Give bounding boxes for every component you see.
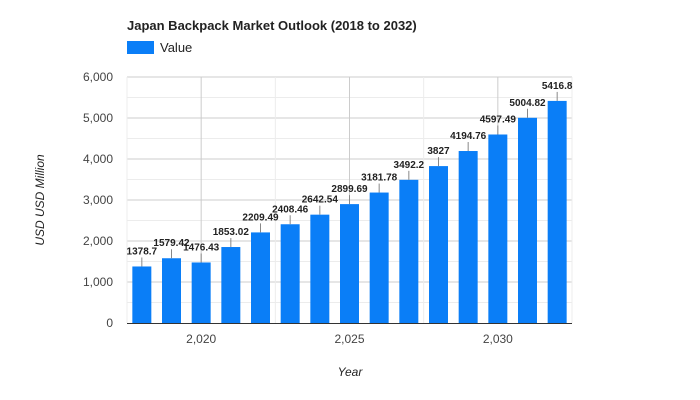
y-axis-ticks: 0 1,000 2,000 3,000 4,000 5,000 6,000 [83, 70, 113, 330]
data-label: 4597.49 [480, 115, 517, 126]
bar [191, 262, 211, 323]
data-label: 2209.49 [242, 212, 279, 223]
y-tick-label: 0 [106, 316, 113, 330]
bar [547, 100, 567, 324]
data-label: 5416.8 [542, 81, 573, 92]
bar [280, 224, 300, 323]
bar [458, 151, 478, 323]
data-label: 3827 [427, 146, 450, 157]
bar [132, 266, 152, 323]
bar [488, 134, 508, 323]
data-label: 2642.54 [302, 195, 339, 206]
bar [399, 179, 419, 323]
chart-title: Japan Backpack Market Outlook (2018 to 2… [127, 18, 417, 33]
bar [429, 166, 448, 323]
bar [251, 232, 270, 323]
data-label: 1378.7 [127, 246, 158, 257]
bar [518, 117, 537, 323]
bars [132, 100, 567, 324]
bar [221, 247, 241, 323]
data-label: 2899.69 [331, 184, 368, 195]
data-label: 5004.82 [509, 98, 546, 109]
data-label: 1476.43 [183, 242, 220, 253]
data-label: 2408.46 [272, 204, 309, 215]
x-tick-label: 2,025 [334, 332, 364, 346]
legend-swatch [127, 41, 154, 54]
x-axis-ticks: 2,020 2,025 2,030 [186, 332, 513, 346]
data-label: 1579.42 [153, 238, 190, 249]
legend: Value [127, 40, 192, 55]
x-tick-label: 2,020 [186, 332, 216, 346]
y-tick-label: 1,000 [83, 275, 113, 289]
x-axis-title: Year [338, 365, 364, 379]
data-label: 1853.02 [213, 227, 250, 238]
bar [310, 214, 330, 323]
x-tick-label: 2,030 [483, 332, 513, 346]
y-tick-label: 2,000 [83, 234, 113, 248]
y-tick-label: 3,000 [83, 193, 113, 207]
legend-label: Value [160, 40, 192, 55]
data-label: 3492.2 [394, 160, 425, 171]
y-axis-title: USD USD Million [33, 154, 47, 246]
bar [340, 204, 359, 323]
bar [162, 258, 181, 323]
y-tick-label: 4,000 [83, 152, 113, 166]
y-tick-label: 6,000 [83, 70, 113, 84]
data-label: 3181.78 [361, 173, 398, 184]
bar [369, 192, 389, 323]
y-tick-label: 5,000 [83, 111, 113, 125]
data-label: 4194.76 [450, 131, 487, 142]
